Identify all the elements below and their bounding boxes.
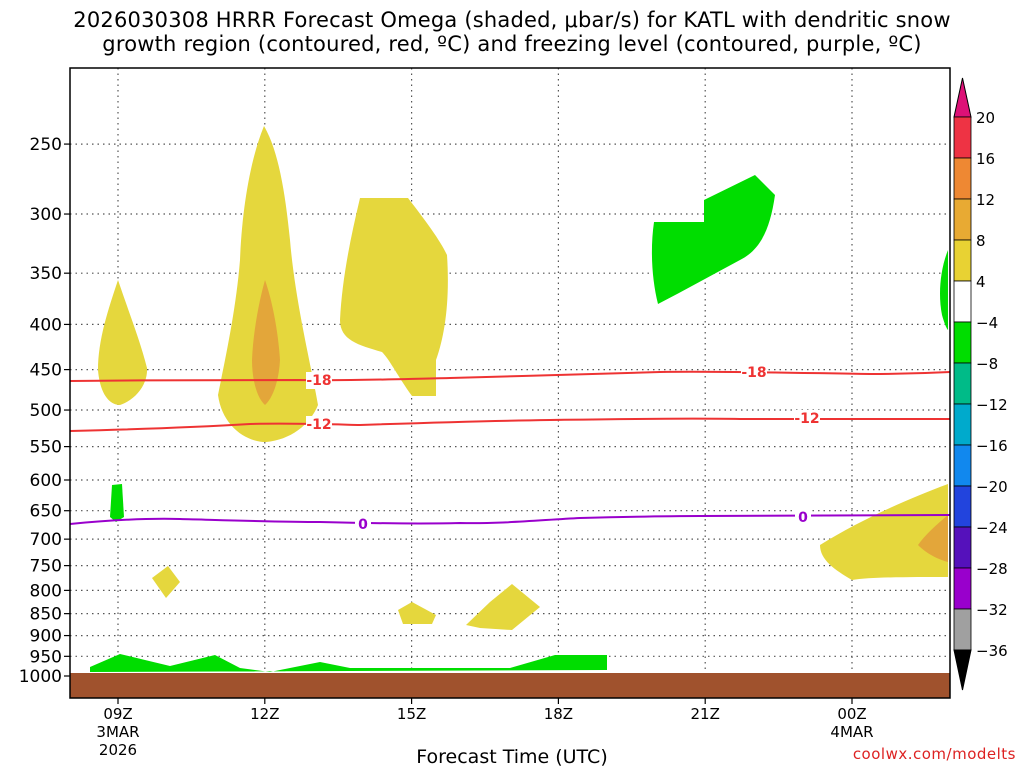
y-tick-label: 250 [30,135,62,155]
colorbar-segment [953,157,972,200]
colorbar-label: −16 [976,437,1008,455]
y-tick-label: 850 [30,605,62,625]
colorbar-label: 12 [976,191,995,209]
colorbar-label: −36 [976,642,1008,660]
colorbar-label: −20 [976,478,1008,496]
y-tick-label: 600 [30,471,62,491]
colorbar-label: −28 [976,560,1008,578]
y-tick-label: 400 [30,315,62,335]
omega-area-orange [918,515,948,562]
contours [69,370,951,525]
contour-label-freezing: 0 [358,517,368,533]
y-tick-label: 800 [30,581,62,601]
colorbar-segment [953,403,972,446]
colorbar-label: −4 [976,314,998,332]
y-tick-label: 550 [30,438,62,458]
omega-area-yellow [98,280,148,405]
colorbar-label: −8 [976,355,998,373]
colorbar-label: 20 [976,109,995,127]
omega-area-yellow [340,198,448,396]
y-tick-label: 450 [30,361,62,381]
omega-area-orange [252,280,280,405]
colorbar-label: 4 [976,273,986,291]
y-tick-label: 650 [30,502,62,522]
colorbar-segment [953,608,972,651]
omega-area-green [110,484,124,522]
contour-label-minus12: -12 [794,411,819,427]
colorbar-top-arrow [953,77,972,118]
x-axis-title: Forecast Time (UTC) [416,746,608,768]
x-tick-date-label: 3MAR [96,723,139,741]
omega-shading [90,126,948,672]
x-tick-label: 21Z [691,705,720,723]
plot-frame [69,67,951,699]
contour-line-freezing [69,514,951,525]
chart-title-line1: 2026030308 HRRR Forecast Omega (shaded, … [73,8,951,32]
colorbar-label: 16 [976,150,995,168]
colorbar-label: 8 [976,232,986,250]
colorbar-bottom-arrow [953,649,972,691]
y-tick-label: 500 [30,401,62,421]
colorbar-segment [953,485,972,528]
contour-label-minus18: -18 [306,373,331,389]
colorbar-segment [953,321,972,364]
x-tick-label: 00Z [837,705,866,723]
colorbar-segment [953,362,972,405]
y-tick-label: 750 [30,557,62,577]
colorbar-label: −24 [976,519,1008,537]
omega-area-yellow [152,566,180,598]
y-tick-label: 1000 [19,667,62,687]
ground-surface [70,673,950,698]
y-axis: 2503003504004505005506006507007508008509… [19,135,70,687]
credit-text: coolwx.com/modelts [852,745,1016,763]
colorbar-label: −32 [976,601,1008,619]
omega-area-yellow [466,584,540,630]
y-tick-label: 300 [30,205,62,225]
y-tick-label: 700 [30,530,62,550]
omega-area-green [90,654,607,672]
contour-line-minus18 [69,370,951,382]
x-tick-date-label: 4MAR [830,723,873,741]
colorbar-segment [953,444,972,487]
omega-area-yellow [218,126,318,442]
y-tick-label: 350 [30,264,62,284]
colorbar-segment [953,116,972,159]
y-tick-label: 950 [30,647,62,667]
colorbar-segment [953,567,972,610]
colorbar-label: −12 [976,396,1008,414]
y-tick-label: 900 [30,627,62,647]
colorbar-segment [953,198,972,241]
chart-title-line2: growth region (contoured, red, ºC) and f… [102,32,922,56]
colorbar-segment [953,239,972,282]
contour-label-freezing: 0 [798,510,808,526]
contour-line-minus12 [69,417,950,432]
x-tick-label: 18Z [544,705,573,723]
x-tick-label: 15Z [397,705,426,723]
omega-area-green [651,175,775,304]
omega-area-yellow [398,602,436,624]
x-tick-year-label: 2026 [99,741,137,759]
contour-labels: -18 -18 -12 -12 0 0 [306,364,820,533]
contour-label-minus18: -18 [741,365,766,381]
colorbar-segment [953,280,972,323]
omega-area-green [940,250,948,330]
x-tick-label: 09Z [103,705,132,723]
colorbar: 20 16 12 8 4 −4 −8 −12 −16 −20 −24 −28 −32 −36 [953,77,1008,691]
x-tick-label: 12Z [250,705,279,723]
colorbar-segment [953,526,972,569]
omega-area-yellow [820,484,948,580]
contour-label-minus12: -12 [306,417,331,433]
